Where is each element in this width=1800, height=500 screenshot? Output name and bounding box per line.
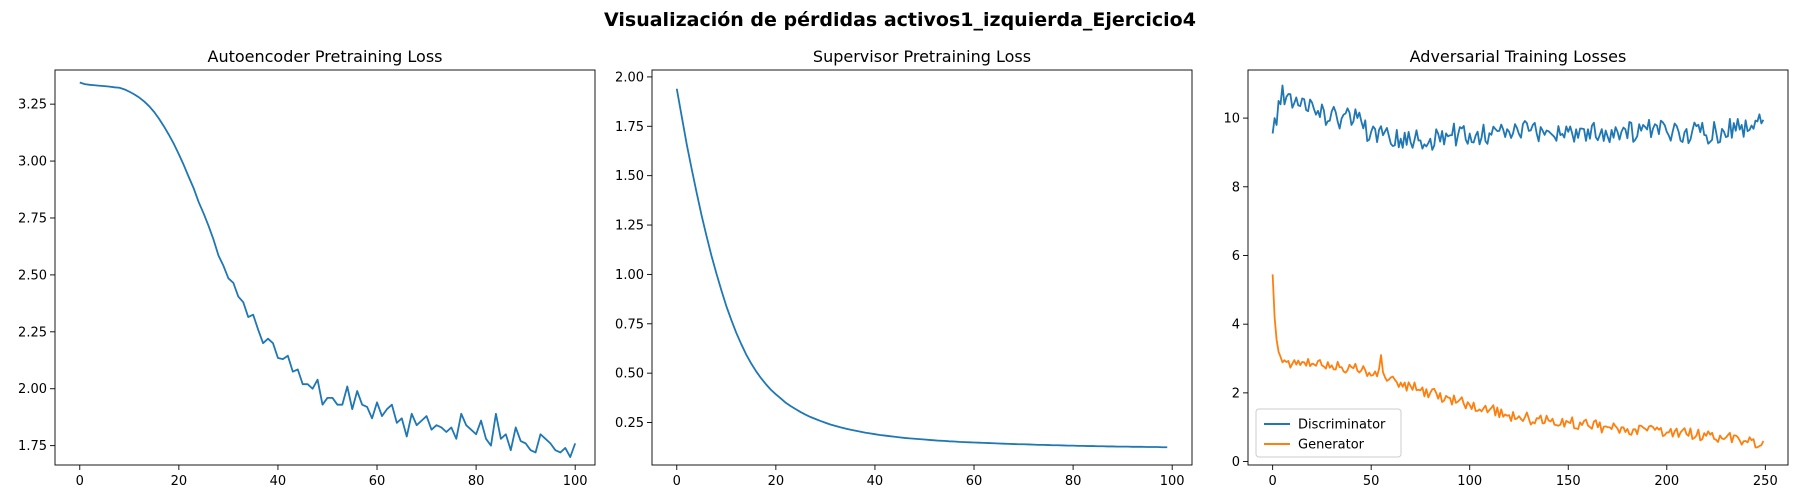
y-tick-label: 6 [1232, 249, 1240, 264]
y-tick-label: 2.00 [18, 382, 47, 397]
series-line-discriminator [1271, 84, 1765, 151]
y-tick-label: 2.00 [615, 70, 644, 85]
x-tick-label: 250 [1753, 474, 1778, 489]
x-tick-label: 0 [1268, 474, 1276, 489]
y-tick-label: 4 [1232, 318, 1240, 333]
x-tick-label: 60 [966, 474, 983, 489]
y-tick-label: 2 [1232, 386, 1240, 401]
series-line-loss [675, 88, 1168, 449]
series-line-loss [79, 81, 577, 458]
y-tick-label: 8 [1232, 180, 1240, 195]
legend-label: Generator [1298, 438, 1365, 453]
x-tick-label: 100 [1160, 474, 1185, 489]
x-tick-label: 40 [867, 474, 884, 489]
legend-box [1255, 408, 1402, 458]
plot-frame [651, 69, 1193, 466]
y-tick-label: 3.25 [18, 98, 47, 113]
x-tick-label: 150 [1556, 474, 1581, 489]
x-tick-label: 200 [1654, 474, 1679, 489]
y-tick-label: 2.75 [18, 211, 47, 226]
series-line-generator [1271, 274, 1765, 449]
y-tick-label: 0.50 [615, 367, 644, 382]
y-tick-label: 3.00 [18, 155, 47, 170]
x-tick-label: 20 [768, 474, 785, 489]
x-tick-label: 60 [369, 474, 386, 489]
y-tick-label: 2.25 [18, 325, 47, 340]
x-tick-label: 100 [1457, 474, 1482, 489]
plot-frame [1247, 69, 1789, 466]
legend: Discriminator Generator [1255, 408, 1402, 458]
y-tick-label: 1.75 [615, 120, 644, 135]
y-tick-label: 10 [1223, 112, 1240, 127]
x-tick-label: 80 [1065, 474, 1082, 489]
y-tick-label: 1.25 [615, 219, 644, 234]
panel-title: Supervisor Pretraining Loss [813, 47, 1031, 66]
panel-title: Adversarial Training Losses [1410, 47, 1627, 66]
y-tick-label: 0.75 [615, 317, 644, 332]
x-tick-label: 0 [673, 474, 681, 489]
y-tick-label: 1.50 [615, 169, 644, 184]
x-tick-label: 80 [468, 474, 485, 489]
x-tick-label: 20 [171, 474, 188, 489]
legend-label: Discriminator [1298, 418, 1386, 433]
x-tick-label: 0 [76, 474, 84, 489]
y-tick-label: 1.75 [18, 439, 47, 454]
panel-autoencoder: Autoencoder Pretraining Loss 0 20 40 60 80 10… [18, 47, 596, 489]
y-tick-label: 2.50 [18, 268, 47, 283]
y-tick-label: 1.00 [615, 268, 644, 283]
x-tick-label: 100 [563, 474, 588, 489]
panel-title: Autoencoder Pretraining Loss [208, 47, 443, 66]
plot-frame [54, 69, 596, 466]
panel-adversarial: Adversarial Training Losses 0 50 100 150 200… [1223, 47, 1789, 489]
y-tick-label: 0.25 [615, 416, 644, 431]
y-tick-label: 0 [1232, 455, 1240, 470]
x-tick-label: 40 [270, 474, 287, 489]
figure-title: Visualización de pérdidas activos1_izqui… [604, 9, 1196, 31]
panel-supervisor: Supervisor Pretraining Loss 0 20 40 60 80 100… [615, 47, 1193, 489]
x-tick-label: 50 [1363, 474, 1380, 489]
